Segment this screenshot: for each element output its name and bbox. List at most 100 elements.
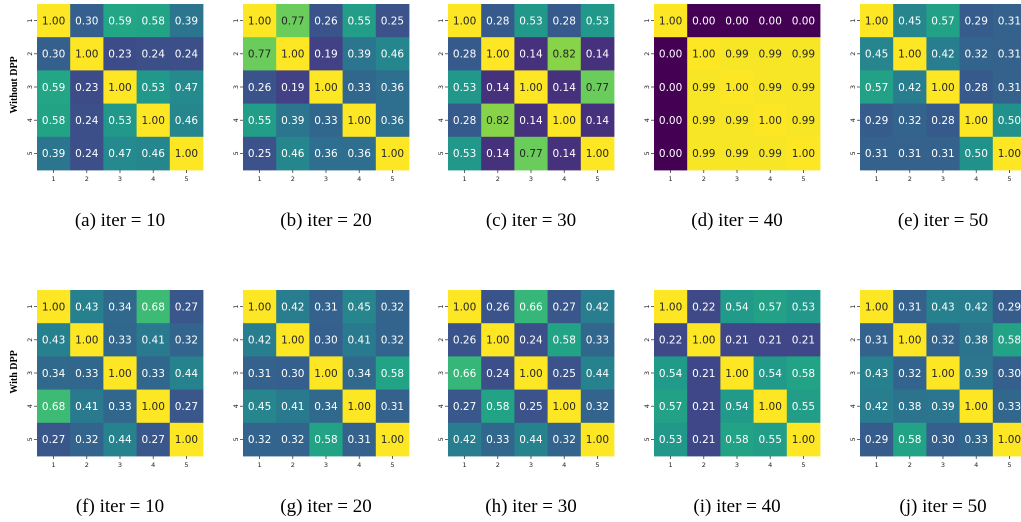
heatmap-cell [481,356,515,390]
y-tick-label: 4 [643,118,651,122]
cell-value-label: 0.33 [348,82,371,94]
cell-value-label: 0.42 [248,335,271,347]
cell-value-label: 0.28 [453,115,476,127]
cell-value-label: 0.30 [314,335,337,347]
cell-value-label: 0.50 [965,148,988,160]
cell-value-label: 1.00 [692,335,715,347]
heatmap-panel: 1.00 0.00 0.00 0.00 0.00 0.00 1.00 0.99 0.99 0.99… [643,4,821,231]
cell-value-label: 0.14 [519,115,543,127]
cell-value-label: 0.21 [692,434,715,446]
heatmap-cell [547,136,582,171]
heatmap-cell [309,103,343,138]
cell-value-label: 0.23 [75,82,98,94]
y-tick-label: 3 [437,371,445,375]
heatmap-cell [70,136,104,171]
x-tick-label: 5 [801,461,805,469]
cell-value-label: 0.29 [998,301,1021,313]
heatmap-cell [926,356,960,390]
heatmap-cell [276,290,310,324]
cell-value-label: 0.32 [553,434,576,446]
heatmap-cell [926,103,960,138]
x-tick-label: 5 [1007,175,1011,183]
x-tick-label: 4 [151,175,155,183]
x-tick-label: 3 [735,175,739,183]
heatmap-cell [448,389,482,424]
cell-value-label: 0.42 [281,301,304,313]
cell-value-label: 0.31 [998,82,1021,94]
cell-value-label: 0.30 [998,368,1021,380]
x-tick-label: 2 [291,175,295,183]
heatmap-cell [375,356,410,390]
heatmap-cell [342,389,377,424]
cell-value-label: 0.31 [898,301,921,313]
cell-value-label: 0.54 [725,401,749,413]
heatmap-cell [547,103,582,138]
cell-value-label: 0.99 [725,148,748,160]
cell-value-label: 0.32 [931,335,954,347]
heatmap-cell [481,290,515,324]
y-tick-label: 4 [26,404,34,408]
cell-value-label: 0.27 [175,301,198,313]
heatmap-cell [70,103,104,138]
heatmap-cell [276,422,310,457]
y-tick-label: 5 [437,437,445,441]
heatmap-cell [687,136,721,171]
heatmap-cell [70,323,104,357]
cell-value-label: 1.00 [865,301,888,313]
cell-value-label: 1.00 [519,82,542,94]
heatmap-cell [481,389,515,424]
y-tick-label: 3 [26,371,34,375]
heatmap-cell [37,290,71,324]
heatmap-cell [309,389,343,424]
x-tick-label: 5 [184,461,188,469]
heatmap-cell [720,356,754,390]
cell-value-label: 0.29 [865,434,888,446]
heatmap-cell [103,103,137,138]
y-tick-label: 3 [437,85,445,89]
cell-value-label: 0.99 [692,115,715,127]
y-tick-label: 3 [849,85,857,89]
cell-value-label: 1.00 [898,49,921,61]
cell-value-label: 0.42 [898,82,921,94]
cell-value-label: 0.57 [931,15,954,27]
heatmap-cell [448,356,482,390]
x-tick-label: 1 [52,175,56,183]
heatmap-cell [786,70,821,104]
cell-value-label: 0.00 [659,49,682,61]
x-tick-label: 5 [595,175,599,183]
cell-value-label: 0.58 [142,15,165,27]
heatmap-cell [959,136,994,171]
heatmap-cell [448,37,482,71]
heatmap-cell [992,356,1021,390]
heatmap-cell [720,4,754,38]
cell-value-label: 0.58 [42,115,65,127]
heatmap-cell [243,290,277,324]
cell-value-label: 0.42 [586,301,609,313]
cell-value-label: 0.24 [175,49,199,61]
heatmap-panel: 1.00 0.45 0.57 0.29 0.31 0.45 1.00 0.42 0.32 0.31… [849,4,1021,231]
heatmap-cell [37,70,71,104]
heatmap-cell [37,323,71,357]
x-tick-label: 3 [324,461,328,469]
cell-value-label: 0.53 [659,434,682,446]
heatmap-cell [893,356,927,390]
cell-value-label: 0.57 [759,301,782,313]
cell-value-label: 0.14 [519,49,543,61]
cell-value-label: 0.34 [348,368,372,380]
cell-value-label: 1.00 [42,301,65,313]
cell-value-label: 1.00 [898,335,921,347]
heatmap-cell [959,389,994,424]
cell-value-label: 0.32 [248,434,271,446]
cell-value-label: 0.34 [314,401,338,413]
cell-value-label: 1.00 [759,115,782,127]
heatmap-cell [654,323,688,357]
cell-value-label: 0.43 [42,335,65,347]
cell-value-label: 0.99 [759,82,782,94]
cell-value-label: 0.28 [931,115,954,127]
cell-value-label: 0.59 [42,82,65,94]
cell-value-label: 1.00 [553,115,576,127]
y-tick-label: 2 [643,338,651,342]
heatmap-cell [103,136,137,171]
cell-value-label: 0.68 [142,301,165,313]
heatmap-cell [448,422,482,457]
